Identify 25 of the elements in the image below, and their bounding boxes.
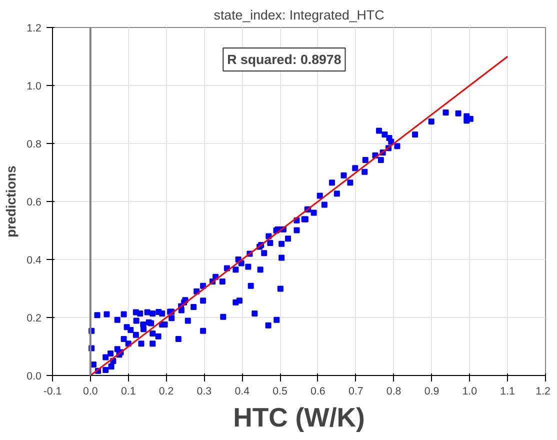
x-tick-label: 0.8 xyxy=(386,386,402,398)
y-tick-label: 0.2 xyxy=(26,312,42,324)
y-axis-title: predictions xyxy=(4,166,19,238)
x-tick-label: 0.2 xyxy=(158,386,174,398)
x-tick-label: -0.1 xyxy=(43,386,62,398)
y-tick-label: 1.0 xyxy=(26,80,42,92)
x-tick-label: 0.7 xyxy=(348,386,364,398)
x-tick-label: 1.0 xyxy=(462,386,478,398)
y-tick-label: 0.0 xyxy=(26,370,42,382)
x-tick-label: 0.3 xyxy=(196,386,212,398)
x-tick-label: 0.1 xyxy=(120,386,136,398)
x-tick-label: 1.2 xyxy=(536,386,551,398)
y-tick-label: 1.2 xyxy=(26,22,42,34)
x-tick-label: 0.5 xyxy=(272,386,288,398)
x-axis-title: HTC (W/K) xyxy=(233,402,365,432)
x-tick-label: 1.1 xyxy=(500,386,516,398)
x-tick-label: 0.9 xyxy=(424,386,440,398)
y-tick-label: 0.6 xyxy=(26,196,42,208)
x-tick-label: 0.0 xyxy=(83,386,98,398)
x-tick-label: 0.6 xyxy=(310,386,326,398)
y-tick-label: 0.8 xyxy=(26,138,42,150)
y-tick-label: 0.4 xyxy=(26,254,42,266)
chart-title: state_index: Integrated_HTC xyxy=(214,8,385,22)
annotation: R squared: 0.8978 xyxy=(227,52,342,67)
x-tick-label: 0.4 xyxy=(234,386,250,398)
